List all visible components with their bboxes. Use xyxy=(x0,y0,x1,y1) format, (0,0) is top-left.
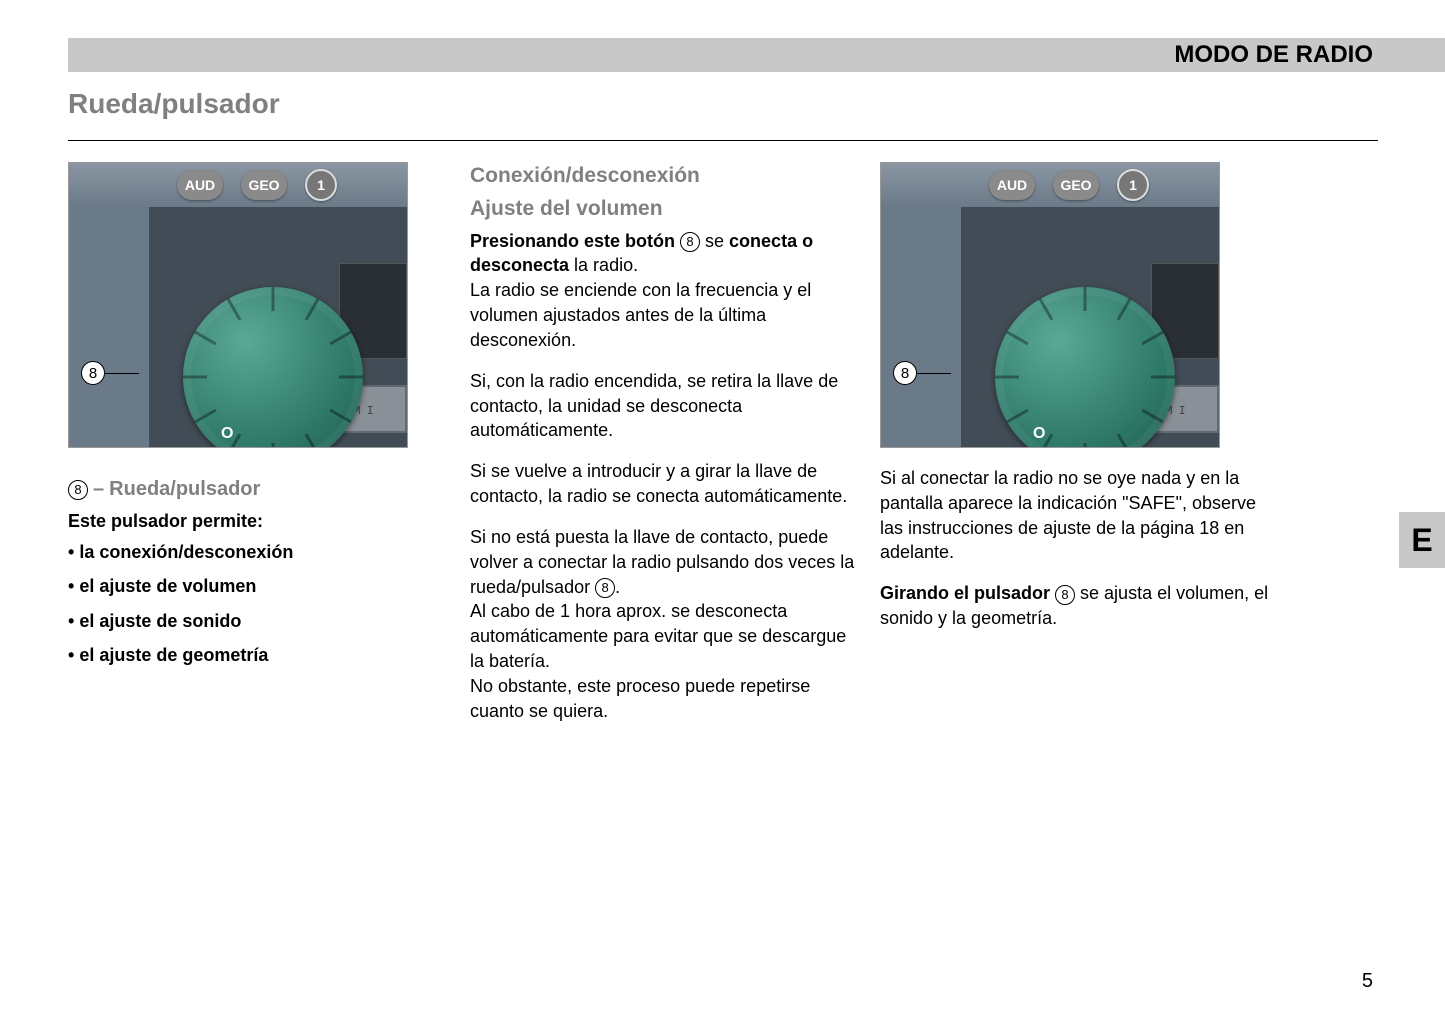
inline-circled-8: 8 xyxy=(68,480,88,500)
column-left: AUD GEO 1 TP FM I xyxy=(68,162,428,675)
callout-number-8: 8 xyxy=(81,361,105,385)
aud-button: AUD xyxy=(177,170,223,200)
callout-number-8-r: 8 xyxy=(893,361,917,385)
col2-heading2: Ajuste del volumen xyxy=(470,195,860,222)
callout-8-r: 8 xyxy=(893,361,951,385)
col1-heading: Rueda/pulsador xyxy=(109,478,260,500)
bullet-3: el ajuste de geometría xyxy=(68,640,428,671)
col3-p2a: Girando el pulsador xyxy=(880,583,1055,603)
col1-heading-line: 8 – Rueda/pulsador xyxy=(68,472,428,506)
p5b: . xyxy=(615,577,620,597)
bullet-1: el ajuste de volumen xyxy=(68,571,428,602)
p1d: la radio. xyxy=(569,255,638,275)
radio-button-strip-r: AUD GEO 1 xyxy=(881,163,1219,207)
col2-heading1: Conexión/desconexión xyxy=(470,162,860,189)
radio-body-panel: TP FM I O xyxy=(149,207,407,447)
col2-para5-7: Si no está puesta la llave de contacto, … xyxy=(470,525,860,724)
col3-p1: Si al conectar la radio no se oye nada y… xyxy=(880,466,1275,565)
column-right: AUD GEO 1 TP FM I xyxy=(880,162,1275,647)
radio-button-strip: AUD GEO 1 xyxy=(69,163,407,207)
col1-heading-dash: – xyxy=(93,478,104,500)
p2: La radio se enciende con la frecuencia y… xyxy=(470,280,811,350)
section-tab-e: E xyxy=(1399,512,1445,568)
geo-button-r: GEO xyxy=(1053,170,1099,200)
col1-text-block: 8 – Rueda/pulsador Este pulsador permite… xyxy=(68,472,428,671)
col2-para1-2: Presionando este botón 8 se conecta o de… xyxy=(470,229,860,353)
preset-1-button: 1 xyxy=(305,169,337,201)
volume-knob-r xyxy=(995,287,1175,448)
col3-text-block: Si al conectar la radio no se oye nada y… xyxy=(880,466,1275,631)
p4: Si se vuelve a introducir y a girar la l… xyxy=(470,459,860,509)
divider-line xyxy=(68,140,1378,141)
callout-leader-line xyxy=(105,373,139,374)
page-number: 5 xyxy=(1362,970,1373,993)
p1a: Presionando este botón xyxy=(470,231,680,251)
preset-1-button-r: 1 xyxy=(1117,169,1149,201)
callout-8: 8 xyxy=(81,361,139,385)
p7: No obstante, este proceso puede repetirs… xyxy=(470,676,810,721)
p1-circled-8: 8 xyxy=(680,232,700,252)
geo-button: GEO xyxy=(241,170,287,200)
bullet-2: el ajuste de sonido xyxy=(68,606,428,637)
p5a: Si no está puesta la llave de contacto, … xyxy=(470,527,854,597)
header-title: MODO DE RADIO xyxy=(1174,41,1373,69)
radio-illustration-right: AUD GEO 1 TP FM I xyxy=(880,162,1220,448)
p1b: se xyxy=(700,231,729,251)
col3-circled-8: 8 xyxy=(1055,585,1075,605)
aud-button-r: AUD xyxy=(989,170,1035,200)
radio-illustration-left: AUD GEO 1 TP FM I xyxy=(68,162,408,448)
on-label: O xyxy=(221,425,233,443)
col1-bullet-list: la conexión/desconexión el ajuste de vol… xyxy=(68,537,428,671)
bullet-0: la conexión/desconexión xyxy=(68,537,428,568)
page-subtitle: Rueda/pulsador xyxy=(68,88,280,120)
radio-body-panel-r: TP FM I O xyxy=(961,207,1219,447)
col1-intro: Este pulsador permite: xyxy=(68,506,428,537)
callout-leader-line-r xyxy=(917,373,951,374)
p3: Si, con la radio encendida, se retira la… xyxy=(470,369,860,443)
volume-knob xyxy=(183,287,363,448)
on-label-r: O xyxy=(1033,425,1045,443)
column-middle: Conexión/desconexión Ajuste del volumen … xyxy=(470,162,860,740)
p5-circled-8: 8 xyxy=(595,578,615,598)
col3-p2: Girando el pulsador 8 se ajusta el volum… xyxy=(880,581,1275,631)
p6: Al cabo de 1 hora aprox. se desconecta a… xyxy=(470,601,846,671)
header-bar: MODO DE RADIO xyxy=(68,38,1445,72)
